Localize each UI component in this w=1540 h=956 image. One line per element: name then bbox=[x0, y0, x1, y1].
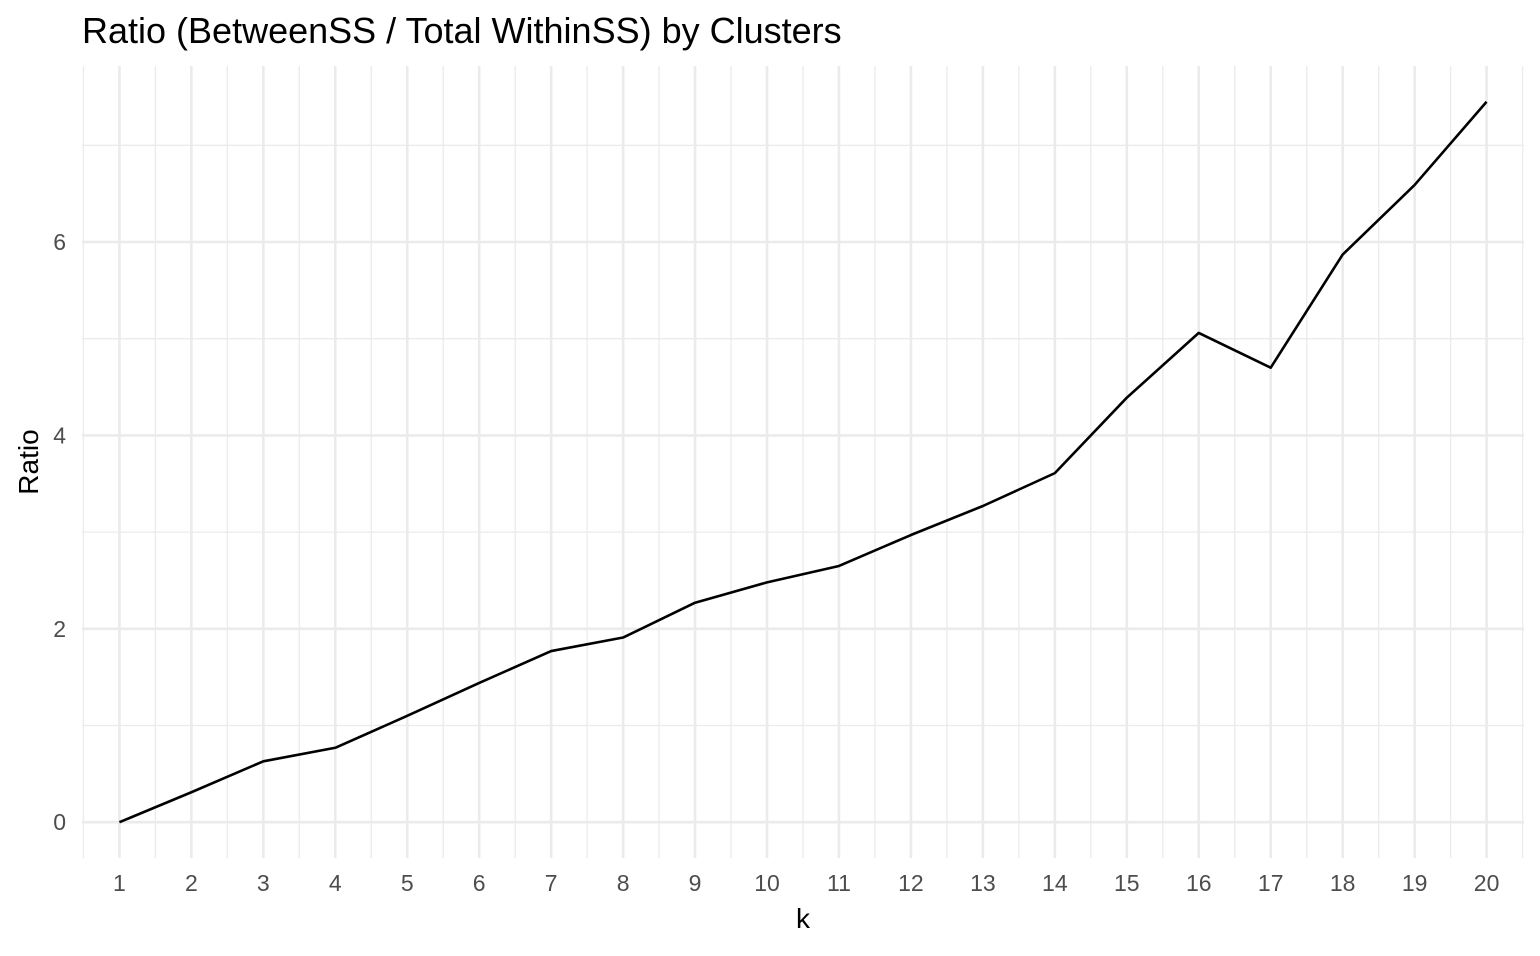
x-tick-label: 15 bbox=[1114, 870, 1140, 896]
y-tick-label: 2 bbox=[53, 616, 66, 642]
x-tick-label: 7 bbox=[545, 870, 558, 896]
x-tick-label: 14 bbox=[1042, 870, 1068, 896]
x-tick-label: 20 bbox=[1474, 870, 1500, 896]
x-tick-label: 8 bbox=[617, 870, 630, 896]
x-tick-label: 5 bbox=[401, 870, 414, 896]
x-tick-label: 6 bbox=[473, 870, 486, 896]
y-tick-label: 0 bbox=[53, 809, 66, 835]
x-tick-label: 2 bbox=[185, 870, 198, 896]
y-tick-label: 6 bbox=[53, 229, 66, 255]
x-tick-label: 11 bbox=[827, 870, 851, 896]
chart-title: Ratio (BetweenSS / Total WithinSS) by Cl… bbox=[82, 10, 842, 51]
x-tick-label: 1 bbox=[113, 870, 126, 896]
x-tick-label: 19 bbox=[1402, 870, 1428, 896]
x-tick-label: 16 bbox=[1186, 870, 1212, 896]
x-tick-label: 3 bbox=[257, 870, 270, 896]
x-tick-label: 10 bbox=[754, 870, 780, 896]
series-layer bbox=[118, 100, 1488, 824]
x-axis-label: k bbox=[796, 903, 811, 934]
series-line bbox=[118, 100, 1488, 824]
x-tick-label: 18 bbox=[1330, 870, 1356, 896]
x-tick-label: 12 bbox=[898, 870, 924, 896]
x-tick-label: 9 bbox=[689, 870, 702, 896]
y-axis-ticks: 0 2 4 6 bbox=[53, 229, 66, 835]
y-tick-label: 4 bbox=[53, 422, 66, 448]
x-axis-ticks: 1 2 3 4 5 6 7 8 9 10 11 12 13 14 15 16 17 18 19 20 bbox=[113, 870, 1499, 896]
grid bbox=[82, 66, 1524, 858]
y-axis-label: Ratio bbox=[13, 429, 44, 494]
x-tick-label: 13 bbox=[970, 870, 996, 896]
x-tick-label: 17 bbox=[1258, 870, 1284, 896]
x-tick-label: 4 bbox=[329, 870, 342, 896]
